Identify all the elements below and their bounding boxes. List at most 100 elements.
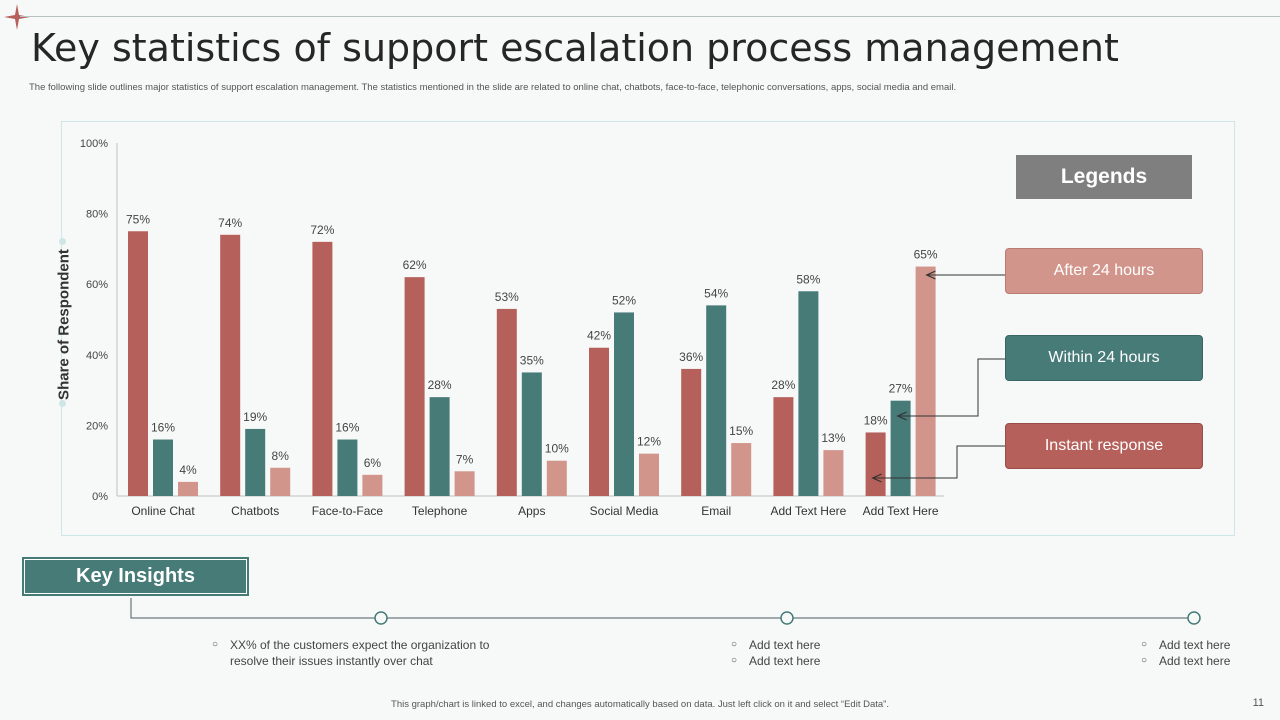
data-label: 28% — [771, 378, 795, 392]
x-tick-label: Social Media — [590, 504, 659, 518]
data-label: 10% — [545, 442, 569, 456]
legend-connector-instant — [874, 445, 1005, 478]
bar-within-24-hours — [614, 312, 634, 496]
bar-after-24-hours — [454, 471, 475, 496]
data-label: 62% — [403, 258, 427, 272]
bar-instant-response — [773, 397, 794, 496]
insight-note-text: resolve their issues instantly over chat — [230, 654, 433, 668]
data-label: 19% — [243, 410, 267, 424]
bullet-icon: ○ — [1141, 639, 1148, 650]
x-tick-label: Add Text Here — [863, 504, 939, 518]
top-divider — [20, 16, 1280, 17]
data-label: 58% — [796, 272, 820, 286]
y-tick-label: 60% — [86, 279, 108, 291]
x-tick-label: Chatbots — [231, 504, 279, 518]
page-title: Key statistics of support escalation pro… — [31, 26, 1119, 70]
data-label: 7% — [456, 452, 474, 466]
bar-after-24-hours — [823, 450, 844, 496]
bar-within-24-hours — [890, 400, 911, 496]
x-tick-label: Email — [701, 504, 731, 518]
data-label: 4% — [179, 463, 197, 477]
bar-instant-response — [865, 432, 886, 496]
bar-instant-response — [312, 241, 333, 496]
footer-note: This graph/chart is linked to excel, and… — [391, 699, 889, 710]
data-label: 12% — [637, 435, 661, 449]
page-subtitle: The following slide outlines major stati… — [29, 82, 957, 93]
bar-within-24-hours — [153, 439, 173, 496]
data-label: 6% — [364, 456, 382, 470]
bar-after-24-hours — [546, 460, 567, 496]
insight-note-text: Add text here — [1159, 638, 1231, 652]
timeline-node — [374, 611, 388, 625]
y-tick-label: 80% — [86, 209, 108, 221]
bar-after-24-hours — [731, 443, 752, 496]
bullet-icon: ○ — [731, 639, 738, 650]
x-tick-label: Telephone — [412, 504, 468, 518]
bullet-icon: ○ — [1141, 655, 1148, 666]
data-label: 16% — [151, 421, 175, 435]
y-tick-label: 20% — [86, 420, 108, 432]
bar-instant-response — [681, 368, 702, 496]
bar-instant-response — [496, 308, 517, 496]
x-tick-label: Add Text Here — [770, 504, 846, 518]
bar-within-24-hours — [337, 439, 358, 496]
key-insights-badge: Key Insights — [22, 557, 249, 596]
y-tick-label: 0% — [92, 491, 108, 503]
data-label: 18% — [864, 413, 888, 427]
insight-note-text: Add text here — [749, 654, 821, 668]
bar-after-24-hours — [178, 481, 198, 496]
page-number: 11 — [1252, 697, 1264, 709]
insight-note-2: ○ Add text here ○ Add text here — [731, 637, 820, 669]
insight-note-1: ○ XX% of the customers expect the organiz… — [212, 637, 489, 669]
bar-after-24-hours — [639, 453, 659, 496]
x-tick-label: Face-to-Face — [312, 504, 384, 518]
data-label: 72% — [310, 223, 334, 237]
data-label: 8% — [272, 449, 290, 463]
x-tick-label: Online Chat — [131, 504, 195, 518]
bullet-icon: ○ — [731, 655, 738, 666]
y-tick-label: 100% — [80, 138, 108, 150]
insights-timeline — [130, 598, 1201, 625]
bar-instant-response — [128, 231, 148, 496]
bullet-icon: ○ — [212, 639, 219, 650]
bar-instant-response — [220, 234, 241, 496]
insight-note-3: ○ Add text here ○ Add text here — [1141, 637, 1230, 669]
axis-dot-decoration — [59, 238, 66, 245]
data-label: 35% — [520, 353, 544, 367]
bar-instant-response — [589, 347, 609, 496]
legend-within-24-hours[interactable]: Within 24 hours — [1005, 335, 1203, 381]
key-insights-heading: Key Insights — [24, 559, 247, 594]
data-label: 27% — [889, 382, 913, 396]
data-label: 53% — [495, 290, 519, 304]
data-label: 74% — [218, 216, 242, 230]
data-label: 13% — [821, 431, 845, 445]
timeline-node — [1187, 611, 1201, 625]
bar-after-24-hours — [915, 266, 936, 496]
data-label: 52% — [612, 293, 636, 307]
legend-connector-within — [899, 358, 1005, 416]
bar-instant-response — [404, 277, 425, 496]
bar-within-24-hours — [798, 291, 819, 496]
bar-within-24-hours — [521, 372, 542, 496]
legend-heading: Legends — [1016, 155, 1192, 199]
bar-after-24-hours — [362, 474, 383, 496]
axis-dot-decoration — [59, 400, 66, 407]
data-label: 75% — [126, 212, 150, 226]
insight-note-text: Add text here — [749, 638, 821, 652]
star-decoration-icon — [4, 4, 30, 30]
data-label: 28% — [428, 378, 452, 392]
data-label: 16% — [335, 421, 359, 435]
y-tick-label: 40% — [86, 350, 108, 362]
bar-within-24-hours — [429, 397, 450, 496]
data-label: 42% — [587, 329, 611, 343]
data-label: 65% — [914, 248, 938, 262]
timeline-node — [780, 611, 794, 625]
data-label: 54% — [704, 286, 728, 300]
bar-after-24-hours — [270, 467, 291, 496]
data-label: 36% — [679, 350, 703, 364]
bar-within-24-hours — [706, 305, 727, 496]
legend-after-24-hours[interactable]: After 24 hours — [1005, 248, 1203, 294]
legend-instant-response[interactable]: Instant response — [1005, 423, 1203, 469]
bar-within-24-hours — [245, 428, 266, 496]
